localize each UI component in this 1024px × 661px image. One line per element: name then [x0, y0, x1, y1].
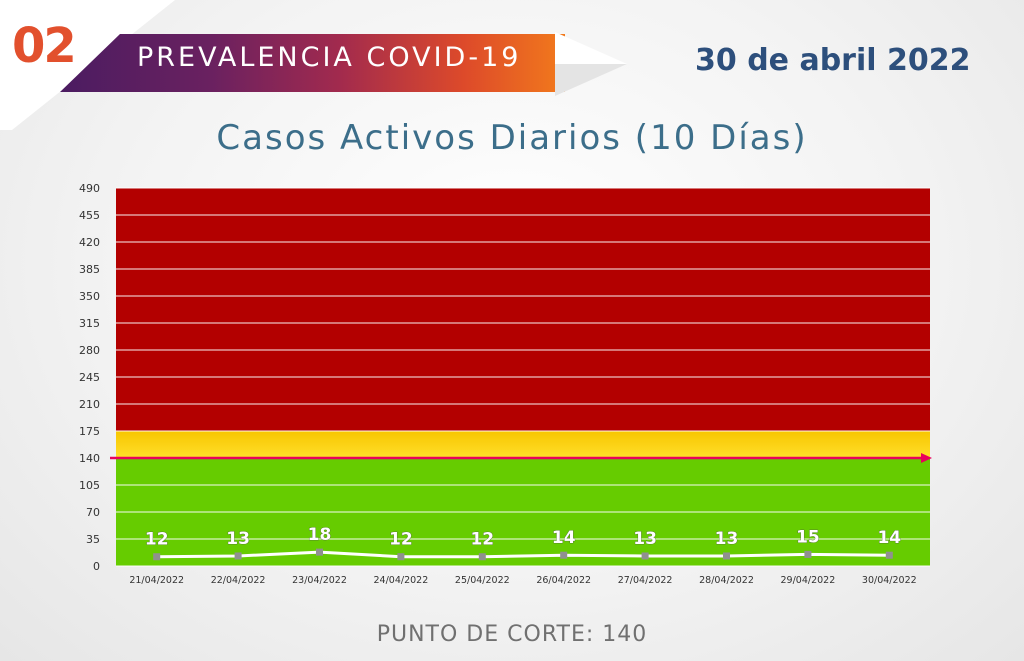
data-label: 12 — [389, 530, 413, 550]
data-point — [723, 552, 730, 560]
x-tick-label: 24/04/2022 — [374, 575, 429, 586]
y-tick-label: 140 — [79, 452, 100, 465]
x-tick-label: 30/04/2022 — [862, 575, 917, 586]
y-tick-label: 455 — [79, 209, 100, 222]
y-tick-label: 350 — [79, 290, 100, 303]
data-label: 13 — [633, 529, 657, 549]
data-label: 14 — [877, 528, 901, 548]
x-tick-label: 26/04/2022 — [536, 575, 591, 586]
data-point — [397, 553, 405, 561]
banner-arrow-icon — [555, 32, 627, 96]
data-label: 15 — [796, 527, 820, 547]
cut-point-line — [110, 453, 932, 463]
data-point — [804, 550, 812, 558]
y-axis-ticks: 0 35 70 105 140 175 210 245 280 315 350 385 420 455 49… — [79, 182, 100, 573]
series-polyline — [156, 550, 890, 559]
data-point — [478, 553, 486, 561]
data-label: 12 — [145, 530, 169, 550]
section-number: 02 — [12, 18, 77, 74]
x-tick-label: 25/04/2022 — [455, 575, 510, 586]
x-axis-ticks: 21/04/2022 22/04/2022 23/04/2022 24/04/2022… — [129, 575, 916, 586]
x-tick-label: 29/04/2022 — [781, 575, 836, 586]
y-tick-label: 0 — [93, 560, 100, 573]
y-tick-label: 420 — [79, 236, 100, 249]
data-label: 14 — [552, 528, 576, 548]
chart-title: Casos Activos Diarios (10 Días) — [216, 118, 808, 158]
data-point — [885, 551, 893, 559]
y-tick-label: 280 — [79, 344, 100, 357]
grid-lines — [116, 187, 930, 567]
data-label: 12 — [470, 530, 494, 550]
zone-band-2 — [116, 188, 930, 431]
corner-decoration — [0, 0, 175, 130]
banner-title: PREVALENCIA COVID-19 — [137, 42, 522, 73]
cut-point-label: PUNTO DE CORTE: 140 — [376, 622, 648, 647]
x-tick-label: 23/04/2022 — [292, 575, 347, 586]
y-tick-label: 385 — [79, 263, 100, 276]
data-labels: 12 13 18 12 12 14 13 13 15 14 — [145, 525, 902, 550]
series-line — [153, 548, 893, 561]
data-point — [316, 548, 323, 556]
y-tick-label: 105 — [79, 479, 100, 492]
report-date: 30 de abril 2022 — [695, 43, 971, 78]
data-label: 13 — [226, 529, 250, 549]
x-tick-label: 28/04/2022 — [699, 575, 754, 586]
zone-band-1 — [116, 431, 930, 458]
data-point — [234, 552, 242, 560]
y-tick-label: 490 — [79, 182, 100, 195]
x-tick-label: 22/04/2022 — [211, 575, 266, 586]
x-tick-label: 21/04/2022 — [129, 575, 184, 586]
y-tick-label: 35 — [86, 533, 100, 546]
data-label: 13 — [715, 529, 739, 549]
title-banner — [60, 34, 565, 92]
y-tick-label: 315 — [79, 317, 100, 330]
y-tick-label: 175 — [79, 425, 100, 438]
y-tick-label: 210 — [79, 398, 100, 411]
cut-line-arrow-icon — [921, 453, 932, 463]
y-tick-label: 245 — [79, 371, 100, 384]
data-point — [153, 553, 161, 561]
x-tick-label: 27/04/2022 — [618, 575, 673, 586]
data-point — [560, 551, 568, 559]
data-point — [641, 552, 649, 560]
data-label: 18 — [308, 525, 332, 545]
y-tick-label: 70 — [86, 506, 100, 519]
